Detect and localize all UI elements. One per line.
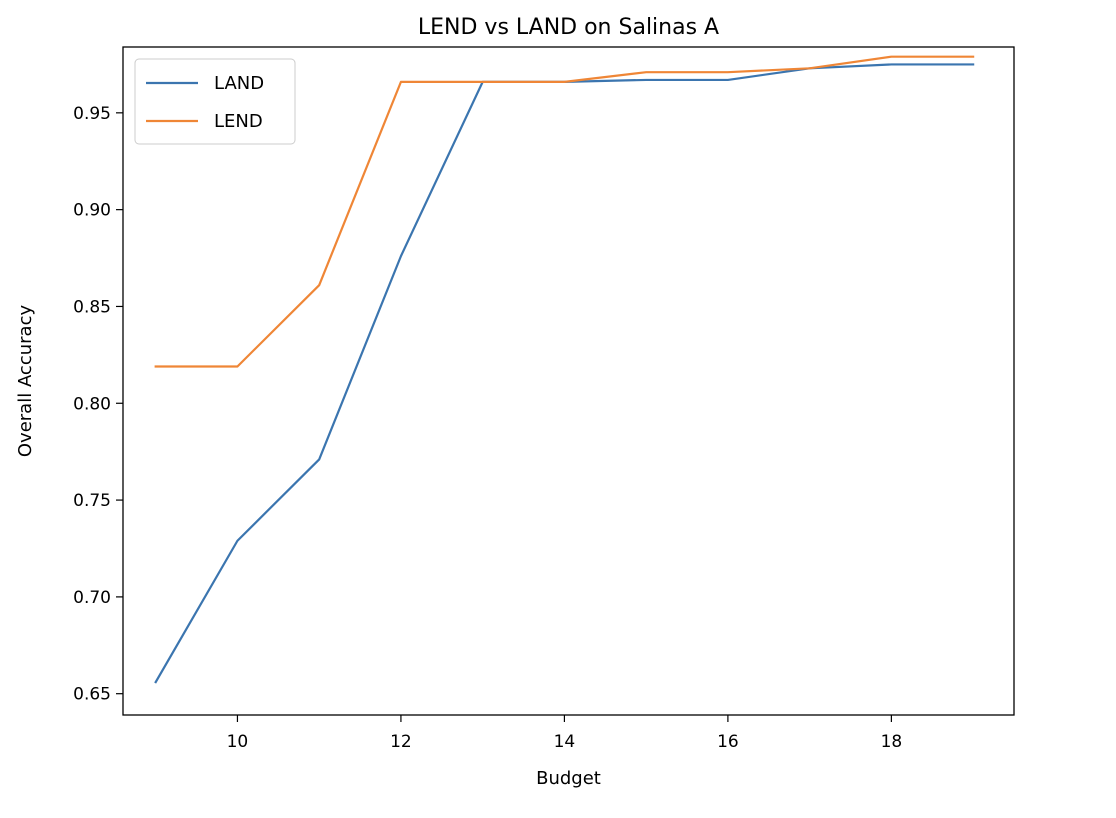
y-axis: 0.65 0.70 0.75 0.80 0.85 0.90 0.95: [73, 104, 123, 705]
legend-label-land: LAND: [214, 73, 264, 94]
y-tick-label: 0.80: [73, 394, 111, 414]
x-axis: 10 12 14 16 18: [227, 715, 903, 752]
x-tick-label: 12: [390, 732, 412, 752]
y-tick-label: 0.65: [73, 685, 111, 705]
y-tick-label: 0.95: [73, 104, 111, 124]
x-tick-label: 10: [227, 732, 249, 752]
plot-lines: [154, 55, 975, 684]
plot-frame: [122, 46, 1015, 716]
series-line-lend: [154, 55, 975, 368]
x-tick-label: 16: [717, 732, 739, 752]
legend-label-lend: LEND: [214, 111, 263, 132]
y-tick-label: 0.90: [73, 201, 111, 221]
legend-box: [134, 58, 296, 145]
legend: LAND LEND: [134, 58, 296, 145]
chart-title: LEND vs LAND on Salinas A: [418, 15, 719, 40]
y-tick-label: 0.75: [73, 491, 111, 511]
y-tick-label: 0.85: [73, 297, 111, 317]
x-tick-label: 14: [554, 732, 576, 752]
y-tick-label: 0.70: [73, 588, 111, 608]
x-tick-label: 18: [881, 732, 903, 752]
y-axis-label: Overall Accuracy: [15, 305, 36, 458]
x-axis-label: Budget: [536, 768, 601, 789]
